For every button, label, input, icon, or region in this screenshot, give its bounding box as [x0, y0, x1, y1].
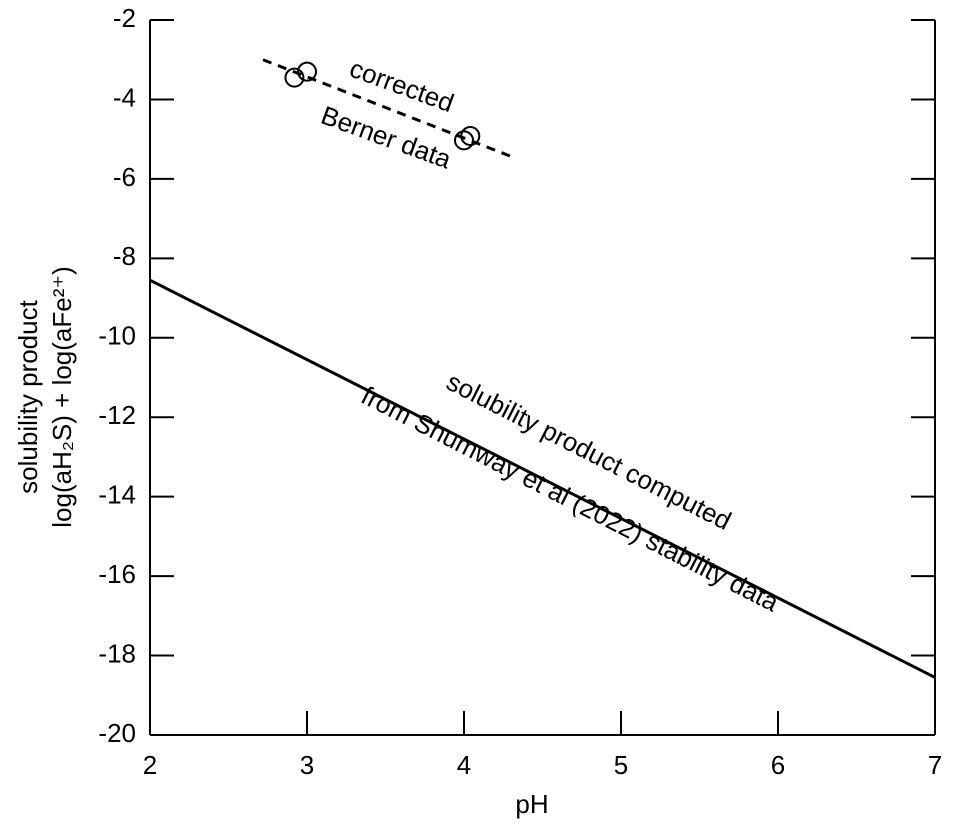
- y-tick-label: -8: [113, 241, 136, 271]
- y-tick-label: -2: [113, 3, 136, 33]
- y-tick-label: -14: [98, 480, 136, 510]
- x-tick-label: 6: [771, 750, 785, 780]
- y-tick-label: -12: [98, 400, 136, 430]
- y-tick-label: -20: [98, 718, 136, 748]
- data-point: [460, 125, 481, 146]
- x-tick-label: 7: [928, 750, 942, 780]
- x-tick-label: 4: [457, 750, 471, 780]
- data-point: [297, 61, 317, 82]
- y-tick-label: -18: [98, 638, 136, 668]
- data-point: [284, 67, 305, 88]
- annotation: from Shumway et al (2022) stability data: [357, 380, 784, 618]
- y-tick-label: -16: [98, 559, 136, 589]
- x-tick-label: 2: [143, 750, 157, 780]
- y-tick-label: -4: [113, 82, 136, 112]
- x-tick-label: 5: [614, 750, 628, 780]
- dashed-line: [262, 58, 514, 159]
- y-axis-label: log(aH₂S) + log(aFe²⁺): [47, 266, 77, 528]
- annotation: corrected: [346, 53, 458, 118]
- x-axis-label: pH: [515, 789, 548, 819]
- y-tick-label: -6: [113, 162, 136, 192]
- line: [149, 278, 936, 679]
- x-tick-label: 3: [300, 750, 314, 780]
- y-axis-label: solubility product: [13, 299, 43, 493]
- y-tick-label: -10: [98, 321, 136, 351]
- data-point: [454, 130, 474, 151]
